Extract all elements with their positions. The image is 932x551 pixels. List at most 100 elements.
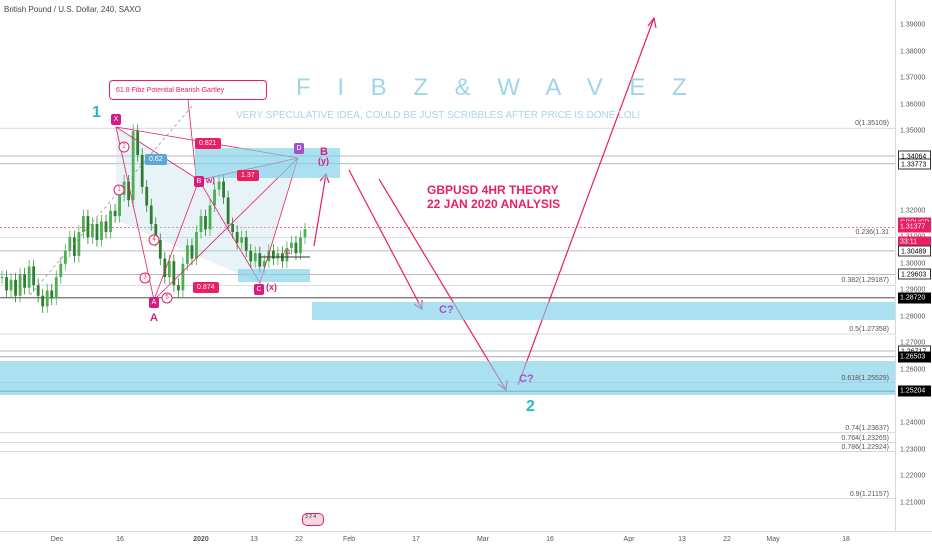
b-target-zone [195,148,340,178]
candle-body [226,197,230,225]
candle-body [109,210,112,233]
candle-body [267,250,271,262]
candle-body [258,253,262,267]
time-tick: 22 [295,536,303,543]
price-tick: 1.38000 [900,48,926,56]
candle-body [208,205,212,230]
candle-body [235,232,239,243]
candle-body [154,224,158,240]
circled-4: 4 [148,234,160,246]
theory-text: GBPUSD 4HR THEORY 22 JAN 2020 ANALYSIS [427,183,560,211]
plot-svg [0,16,895,499]
candle-body [59,263,63,278]
time-tick: 17 [412,536,420,543]
c1-target-zone [312,302,895,320]
price-tick: 1.24000 [900,419,926,427]
time-tick: 18 [842,536,850,543]
candle-body [36,285,40,296]
time-tick: May [766,536,780,543]
point-a[interactable]: A [149,297,159,308]
theory-line-1: GBPUSD 4HR THEORY [427,183,559,197]
time-tick: 16 [546,536,554,543]
price-tick: 1.36000 [900,101,926,109]
point-c[interactable]: C [254,284,264,295]
c1-label: C? [439,304,454,316]
candle-body [244,237,248,251]
wave-a-label: A [150,312,158,324]
candle-body [172,261,176,286]
c2-label: C? [519,373,534,385]
candle-body [249,250,253,262]
candle-body [290,242,293,248]
theory-line-2: 22 JAN 2020 ANALYSIS [427,197,561,211]
candle-body [199,216,203,233]
candle-body [240,237,244,243]
price-tick: 1.27000 [900,339,926,347]
time-tick: 2020 [193,536,209,543]
point-d[interactable]: D [294,143,304,154]
ratio-137: 1.37 [237,170,259,181]
wave-y-label: (y) [318,156,329,166]
gartley-ad [153,157,299,301]
fib-label: 0.9(1.21157) [849,490,889,498]
circled-5: 5 [161,292,173,304]
candle-body [262,261,266,267]
candle-body [271,250,275,259]
price-tick: 1.39000 [900,21,926,29]
proj-up-b [313,173,327,247]
price-tick: 1.22000 [900,472,926,480]
price-tick: 1.21000 [900,499,926,507]
candles [0,124,307,313]
circled-2: 2 [118,141,130,153]
candle-body [186,245,189,264]
point-b[interactable]: B [194,176,204,187]
wave-x-label: (x) [266,282,277,292]
fib-label: 0.5(1.27358) [849,325,889,333]
candle-body [118,194,121,217]
candle-body [54,277,58,299]
candle-body [127,181,131,201]
price-axis[interactable]: 1.39000 1.38000 1.37000 1.36000 1.35000 1.320… [895,0,932,531]
candle-body [131,131,135,201]
candle-body [32,266,36,286]
candle-body [14,279,17,296]
candle-body [204,216,207,230]
price-tick: 1.35000 [900,127,926,135]
gartley-callout[interactable]: 61.8 Fibz Potential Bearish Gartley [109,80,267,100]
time-axis[interactable]: Dec 16 2020 13 22 Feb 17 Mar 16 Apr 13 22 May 18 [0,531,932,551]
candle-body [0,277,4,279]
candle-body [217,181,221,190]
candle-body [285,247,289,262]
fib-label: 0.382(1.29187) [841,277,889,285]
candle-body [253,253,257,262]
price-tag: 33:11 [898,236,931,248]
candle-body [163,258,167,278]
candle-body [27,266,31,288]
time-tick: 22 [723,536,731,543]
candle-body [195,232,198,259]
candle-body [104,221,108,233]
candle-body [77,232,81,256]
candle-body [294,242,298,254]
price-tag: 1.25204 [898,385,931,397]
candle-body [190,245,194,259]
price-tick: 1.28000 [900,313,926,321]
price-tick: 1.30000 [900,260,926,268]
point-x[interactable]: X [111,114,121,125]
plot-area[interactable]: British Pound / U.S. Dollar, 240, SAXO F… [0,0,895,531]
events-badge[interactable]: 3 2 4 [302,513,324,526]
candle-body [303,229,307,238]
arrowhead-final [647,16,657,29]
candle-body [113,210,117,217]
candle-body [23,274,27,288]
candle-body [222,181,225,198]
fib-label: 0(1.35109) [855,120,889,128]
ratio-0821: 0.821 [195,138,221,149]
time-tick: Dec [50,536,64,543]
wave-b-label: B [320,146,328,158]
price-tick: 1.23000 [900,446,926,454]
proj-up-final [517,17,655,386]
candle-body [149,205,153,225]
candle-body [82,216,85,233]
ratio-0874: 0.874 [193,282,219,293]
